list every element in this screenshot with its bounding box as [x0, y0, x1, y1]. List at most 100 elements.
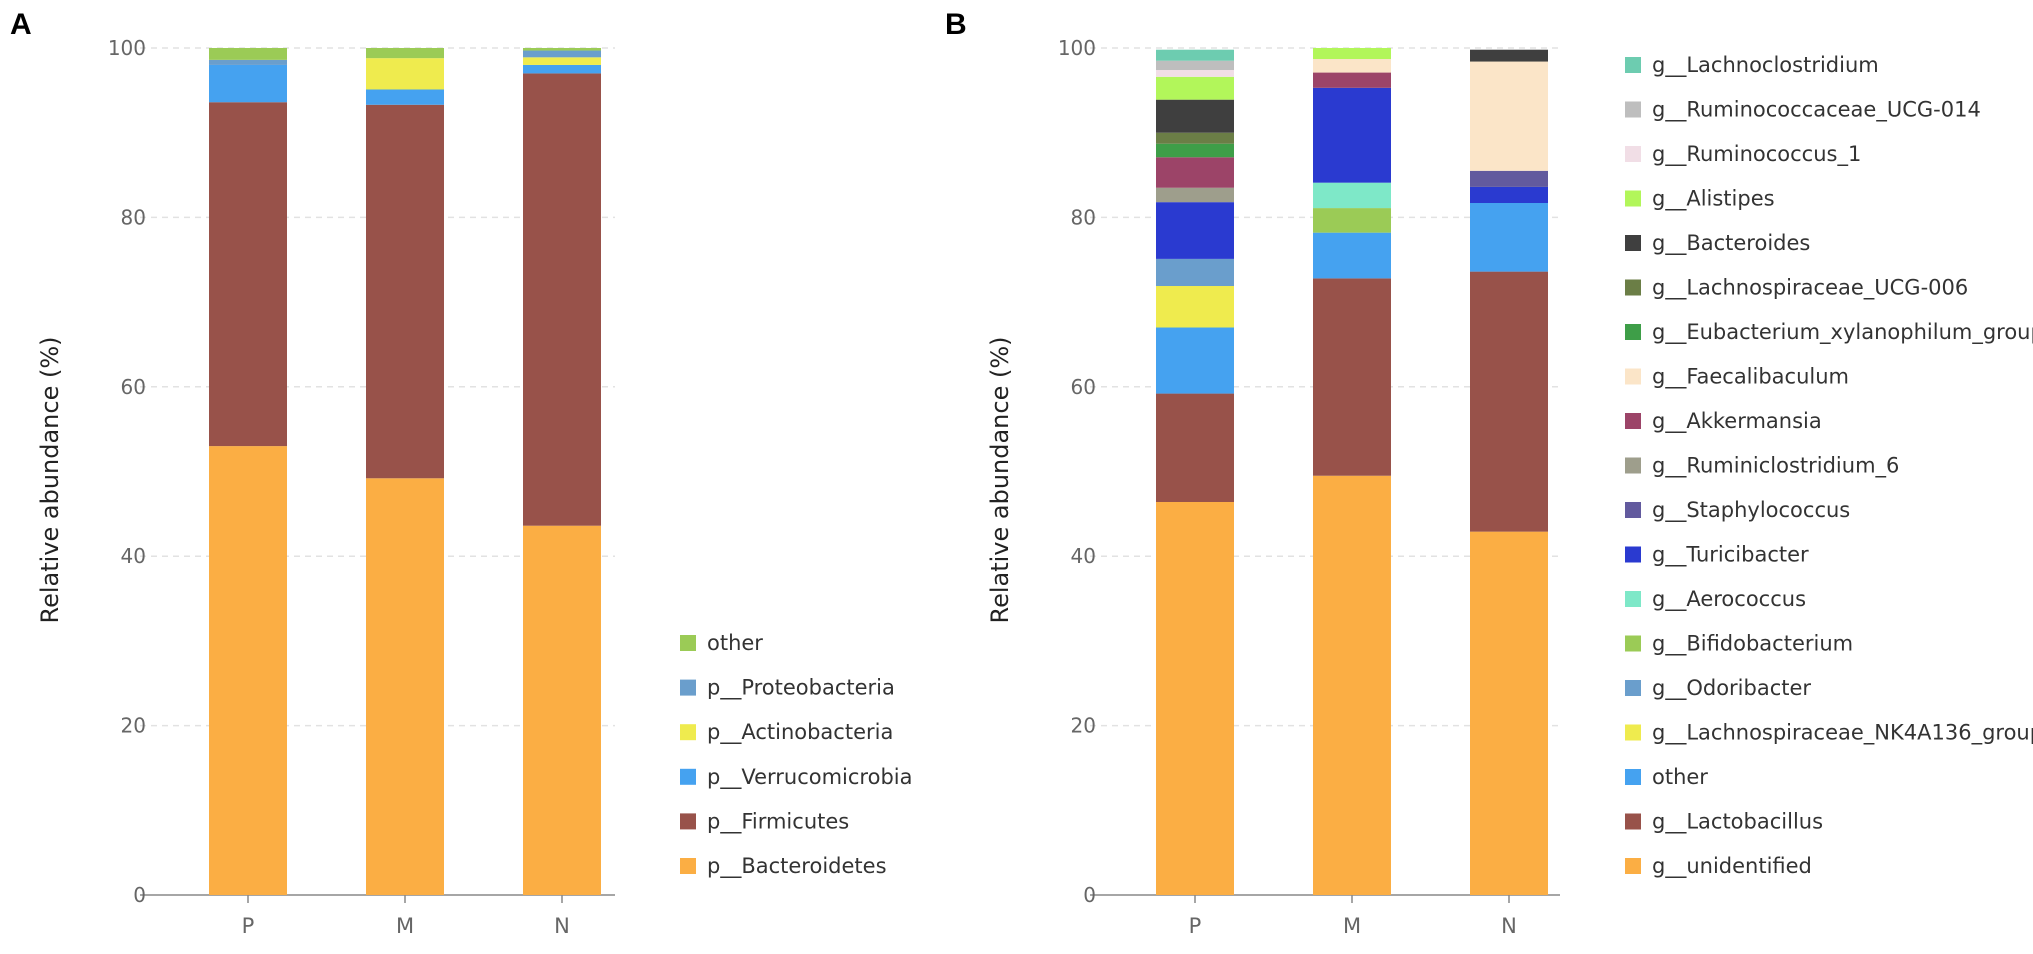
panel-b-bar-segment-p-g-ruminococcaceae-ucg-014 — [1156, 60, 1234, 71]
panel-b-bar-segment-m-other — [1313, 232, 1391, 279]
panel-a-legend-label-other: other — [707, 631, 763, 655]
panel-a-legend-label-p-proteobacteria: p__Proteobacteria — [707, 676, 895, 701]
panel-a-bar-segment-p-other — [209, 48, 287, 60]
panel-a-bar-segment-n-p-firmicutes — [523, 73, 601, 526]
panel-a-bar-segment-n-p-actinobacteria — [523, 57, 601, 65]
panel-b-legend-swatch-g-unidentified — [1625, 858, 1641, 874]
panel-b-legend-swatch-other — [1625, 769, 1641, 785]
panel-a-chart: A 0 20 40 60 80 100 P M N Relative abundance (%… — [10, 8, 912, 938]
panel-b-legend-label-g-odoribacter: g__Odoribacter — [1652, 676, 1811, 701]
panel-b-bar-segment-p-g-odoribacter — [1156, 258, 1234, 287]
panel-b-bar-segment-n-g-faecalibaculum — [1470, 61, 1548, 171]
panel-a-y-tick-label: 100 — [108, 36, 146, 60]
panel-b-legend-label-g-bacteroides: g__Bacteroides — [1652, 231, 1810, 256]
panel-b-legend-swatch-g-ruminiclostridium-6 — [1625, 457, 1641, 474]
panel-b-legend-swatch-g-faecalibaculum — [1625, 368, 1641, 385]
panel-b-legend-swatch-g-lachnoclostridium — [1625, 57, 1641, 73]
panel-a-legend-swatch-p-actinobacteria — [680, 724, 696, 741]
panel-b-y-tick-label: 60 — [1071, 375, 1096, 399]
panel-a-bar-segment-n-p-verrucomicrobia — [523, 64, 601, 74]
panel-a-y-tick-label: 80 — [121, 205, 146, 229]
panel-b-legend-label-g-lactobacillus: g__Lactobacillus — [1652, 810, 1823, 835]
panel-b-legend-label-other: other — [1652, 765, 1708, 789]
panel-a-y-tick-label: 40 — [121, 544, 146, 568]
panel-a-legend-label-p-bacteroidetes: p__Bacteroidetes — [707, 854, 887, 879]
panel-b-legend-swatch-g-lachnospiraceae-ucg-006 — [1625, 279, 1641, 296]
panel-b-legend-label-g-eubacterium-xylanophilum-group: g__Eubacterium_xylanophilum_group — [1652, 320, 2033, 345]
panel-b-bar-segment-p-g-eubacterium-xylanophilum-group — [1156, 143, 1234, 158]
panel-a-y-tick-label: 0 — [133, 883, 146, 907]
panel-b-bar-segment-m-g-akkermansia — [1313, 72, 1391, 88]
panel-b-legend-label-g-lachnospiraceae-ucg-006: g__Lachnospiraceae_UCG-006 — [1652, 276, 1968, 301]
panel-a-legend-swatch-other — [680, 635, 696, 651]
panel-b-bar-segment-p-g-lactobacillus — [1156, 393, 1234, 502]
panel-a-bar-segment-m-p-verrucomicrobia — [366, 89, 444, 105]
panel-b-y-tick-label: 20 — [1071, 714, 1096, 738]
panel-a-bar-segment-p-p-proteobacteria — [209, 59, 287, 65]
panel-a-legend-swatch-p-firmicutes — [680, 813, 696, 830]
panel-a-y-tick-label: 60 — [121, 375, 146, 399]
panel-b-legend-label-g-ruminococcaceae-ucg-014: g__Ruminococcaceae_UCG-014 — [1652, 98, 1981, 123]
panel-b-legend-label-g-ruminococcus-1: g__Ruminococcus_1 — [1652, 142, 1861, 167]
panel-b-x-category-label: N — [1501, 914, 1517, 938]
panel-b-y-tick-label: 100 — [1058, 36, 1096, 60]
panel-b-bar-segment-m-g-lactobacillus — [1313, 278, 1391, 476]
panel-b-legend-swatch-g-odoribacter — [1625, 680, 1641, 696]
panel-a-legend-label-p-firmicutes: p__Firmicutes — [707, 809, 849, 834]
panel-a-x-category-label: M — [396, 914, 414, 938]
panel-b-bar-segment-p-g-unidentified — [1156, 501, 1234, 895]
panel-a-bar-segment-m-p-actinobacteria — [366, 58, 444, 90]
panel-a-bar-segment-m-p-firmicutes — [366, 104, 444, 479]
panel-b-bar-segment-n-g-unidentified — [1470, 531, 1548, 895]
panel-b-legend-swatch-g-alistipes — [1625, 190, 1641, 207]
panel-a-bar-segment-m-p-bacteroidetes — [366, 478, 444, 895]
panel-b-legend-swatch-g-aerococcus — [1625, 591, 1641, 607]
panel-a-legend-swatch-p-verrucomicrobia — [680, 768, 696, 785]
panel-b-bar-segment-p-g-bacteroides — [1156, 99, 1234, 133]
panel-b-bar-segment-p-g-ruminiclostridium-6 — [1156, 187, 1234, 203]
panel-b-legend-label-g-alistipes: g__Alistipes — [1652, 187, 1775, 212]
panel-a-bar-segment-n-p-proteobacteria — [523, 50, 601, 58]
panel-b-bar-segment-n-g-lactobacillus — [1470, 271, 1548, 532]
panel-b-bar-segment-p-g-turicibacter — [1156, 202, 1234, 259]
panel-a-legend-swatch-p-proteobacteria — [680, 679, 696, 696]
panel-a-bar-segment-p-p-verrucomicrobia — [209, 64, 287, 103]
panel-b-bar-segment-p-g-lachnoclostridium — [1156, 49, 1234, 61]
panel-b-legend-label-g-unidentified: g__unidentified — [1652, 854, 1812, 879]
panel-b-bar-segment-m-g-aerococcus — [1313, 182, 1391, 209]
panel-a-bar-segment-n-p-bacteroidetes — [523, 525, 601, 895]
panel-b-legend-swatch-g-bifidobacterium — [1625, 635, 1641, 652]
panel-b-bar-segment-n-g-bacteroides — [1470, 49, 1548, 62]
panel-b-x-category-label: P — [1189, 914, 1202, 938]
panel-b-legend-label-g-staphylococcus: g__Staphylococcus — [1652, 498, 1850, 523]
panel-b-legend-swatch-g-lactobacillus — [1625, 813, 1641, 830]
panel-b-bar-segment-n-other — [1470, 203, 1548, 272]
panel-b-legend-label-g-lachnospiraceae-nk4a136-group: g__Lachnospiraceae_NK4A136_group — [1652, 721, 2033, 746]
panel-a-legend-label-p-actinobacteria: p__Actinobacteria — [707, 720, 893, 745]
panel-a-legend-swatch-p-bacteroidetes — [680, 858, 696, 874]
panel-b-legend-swatch-g-ruminococcaceae-ucg-014 — [1625, 101, 1641, 118]
panel-a-bar-segment-n-other — [523, 48, 601, 51]
panel-b-legend-label-g-akkermansia: g__Akkermansia — [1652, 409, 1822, 434]
panel-b-bar-segment-p-g-ruminococcus-1 — [1156, 70, 1234, 77]
panel-a-letter: A — [10, 8, 32, 41]
panel-a-legend-label-p-verrucomicrobia: p__Verrucomicrobia — [707, 765, 912, 790]
panel-b-bar-segment-m-g-turicibacter — [1313, 87, 1391, 183]
panel-b-y-tick-label: 80 — [1071, 205, 1096, 229]
panel-a-bar-segment-p-p-firmicutes — [209, 102, 287, 447]
panel-b-legend-swatch-g-lachnospiraceae-nk4a136-group — [1625, 724, 1641, 741]
panel-b-legend-swatch-g-ruminococcus-1 — [1625, 146, 1641, 162]
panel-b-legend-label-g-lachnoclostridium: g__Lachnoclostridium — [1652, 53, 1879, 78]
panel-b-bar-segment-p-other — [1156, 327, 1234, 394]
panel-b-legend-swatch-g-turicibacter — [1625, 546, 1641, 563]
panel-b-bar-segment-p-g-akkermansia — [1156, 157, 1234, 188]
panel-b-y-tick-label: 40 — [1071, 544, 1096, 568]
panel-b-legend-swatch-g-bacteroides — [1625, 235, 1641, 251]
panel-a-y-axis-label: Relative abundance (%) — [36, 336, 64, 623]
panel-b-bar-segment-m-g-unidentified — [1313, 475, 1391, 895]
panel-b-legend-swatch-g-staphylococcus — [1625, 502, 1641, 518]
panel-b-legend-label-g-faecalibaculum: g__Faecalibaculum — [1652, 365, 1849, 390]
panel-a-bar-segment-m-other — [366, 48, 444, 59]
panel-b-bar-segment-p-g-lachnospiraceae-nk4a136-group — [1156, 286, 1234, 328]
